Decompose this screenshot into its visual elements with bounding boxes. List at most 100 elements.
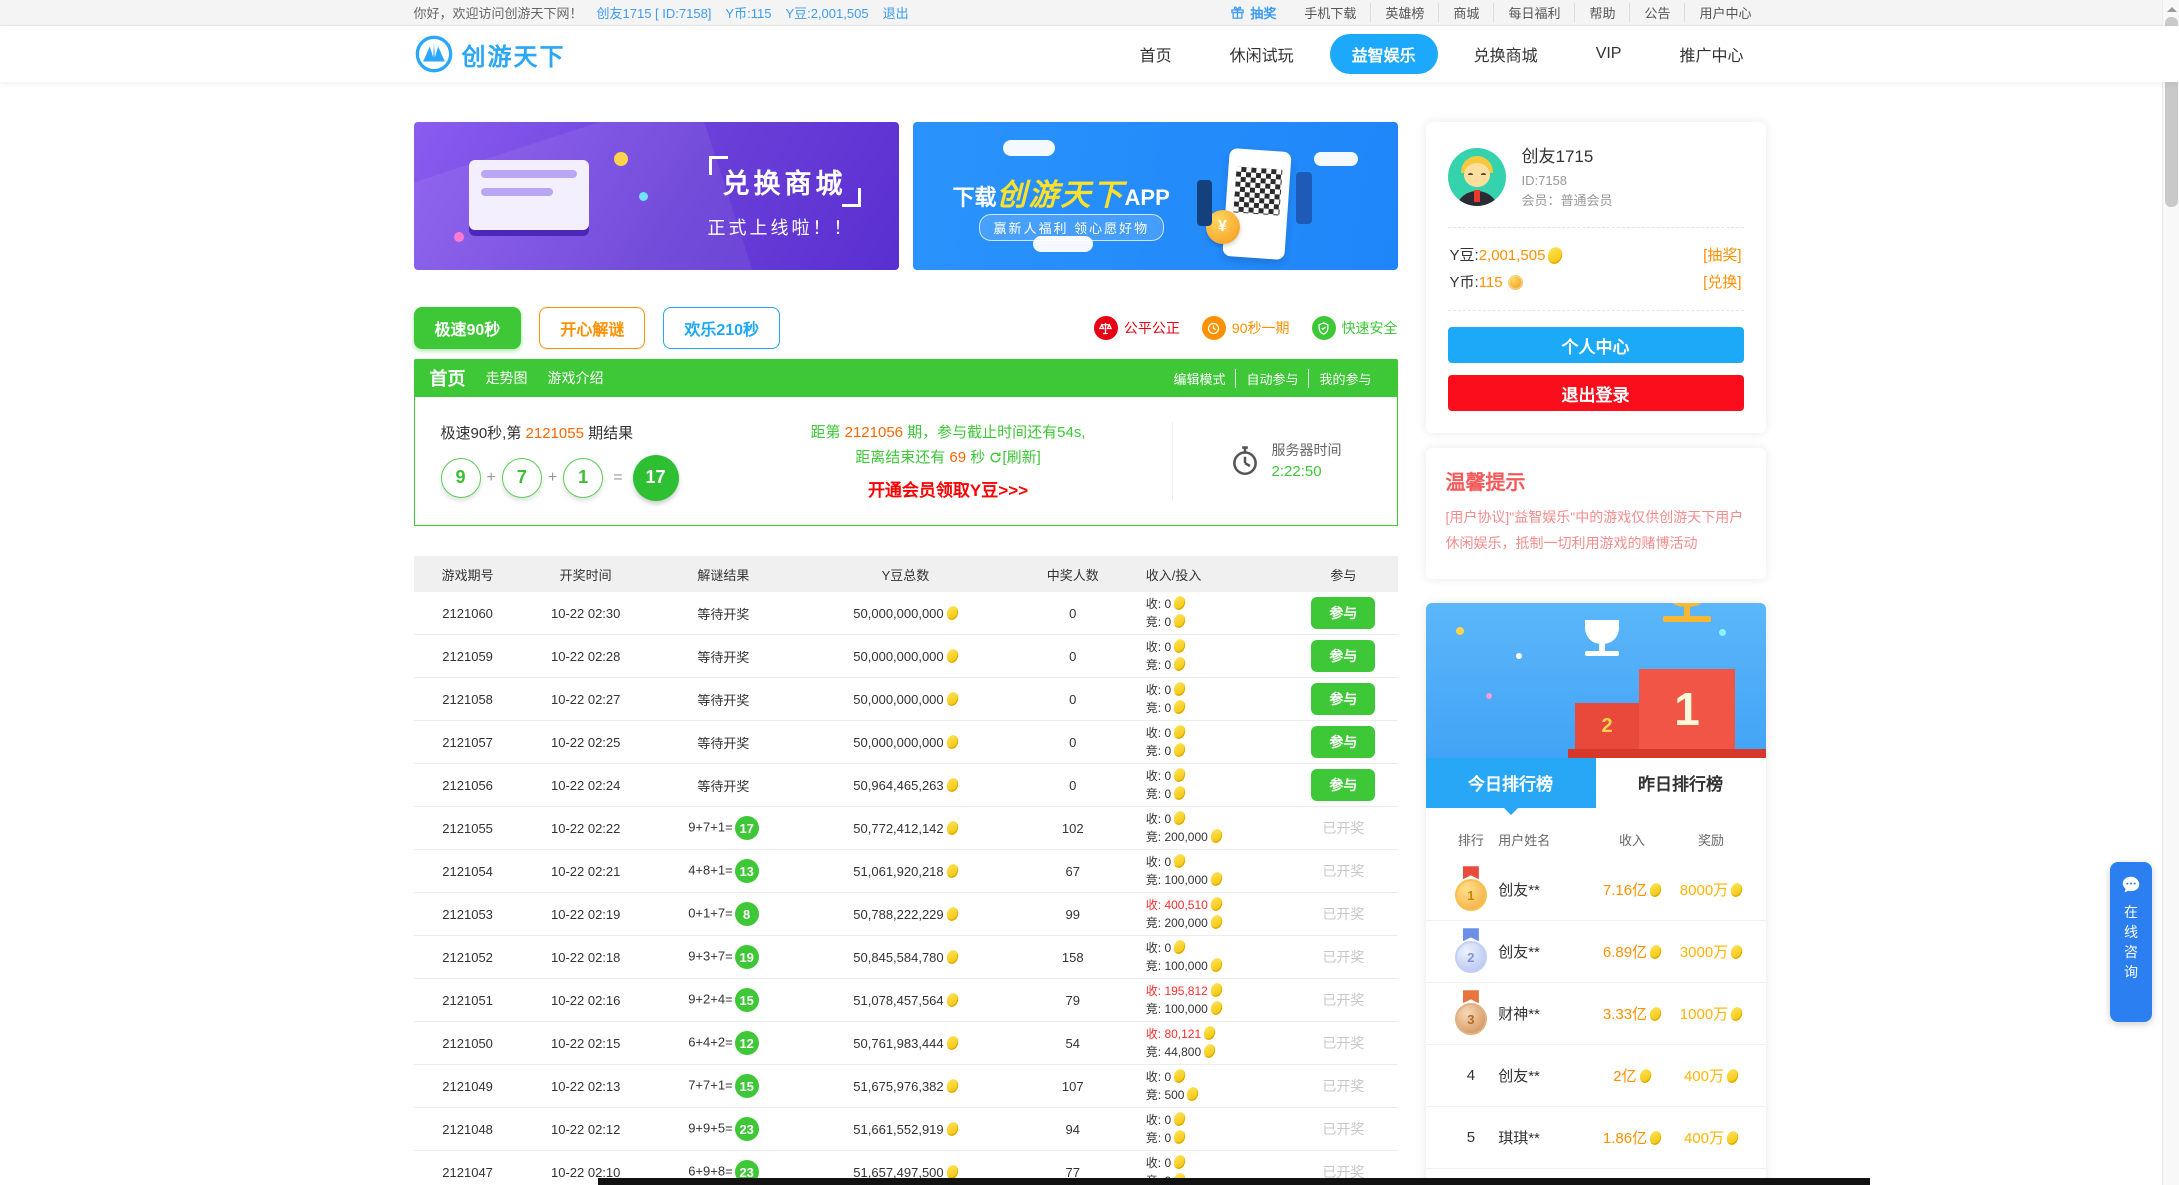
scrollbar-up-arrow[interactable]	[2163, 0, 2179, 17]
notice-title: 温馨提示	[1445, 472, 1526, 494]
brand-name: 创游天下	[461, 43, 566, 71]
topbar-ybean[interactable]: Y豆:2,001,505	[785, 6, 869, 21]
cell-time: 10-22 02:27	[550, 691, 621, 707]
cell-time: 10-22 02:22	[550, 820, 621, 836]
join-button[interactable]: 已开奖	[1322, 863, 1365, 879]
subnav-item[interactable]: 编辑模式	[1173, 371, 1226, 387]
result-panel: 极速90秒,第 2121055 期结果 +9+7+1 = 17 距第 21210…	[413, 397, 1398, 526]
topbar-ycoin[interactable]: Y币:115	[725, 6, 772, 21]
podium-second: 2	[1575, 702, 1640, 749]
leaderboard-tab[interactable]: 昨日排行榜	[1595, 757, 1766, 808]
topbar-user-link[interactable]: 创友1715 [ ID:7158]	[596, 6, 712, 21]
coin-icon	[1729, 881, 1745, 899]
topbar-link[interactable]: 每日福利	[1493, 3, 1574, 22]
cell-action: 已开奖	[1289, 904, 1397, 924]
join-button[interactable]: 已开奖	[1322, 906, 1365, 922]
lottery-link[interactable]: [抽奖]	[1703, 247, 1742, 264]
cell-result: 9+2+4= 15	[650, 988, 798, 1012]
topbar-link[interactable]: 英雄榜	[1370, 3, 1438, 22]
cell-total: 50,000,000,000	[797, 733, 1013, 750]
join-button[interactable]: 已开奖	[1322, 1035, 1365, 1051]
game-mode-tab[interactable]: 欢乐210秒	[663, 307, 781, 349]
cell-winners: 99	[1065, 906, 1080, 922]
cell-total: 50,845,584,780	[797, 948, 1013, 965]
coin-icon	[1172, 594, 1188, 612]
banner-screen-illustration	[468, 160, 589, 230]
topbar-link[interactable]: 帮助	[1574, 3, 1629, 22]
subnav-item[interactable]: 走势图	[485, 370, 528, 386]
subnav-item[interactable]: 首页	[429, 369, 466, 389]
table-row: 2121052 10-22 02:18 9+3+7= 19 50,845,584,…	[413, 936, 1398, 979]
cell-total: 50,772,412,142	[797, 819, 1013, 836]
nav-item[interactable]: 休闲试玩	[1229, 48, 1294, 65]
join-button[interactable]: 参与	[1311, 597, 1376, 629]
cell-issue: 2121047	[442, 1164, 493, 1180]
equals-operator: =	[613, 468, 623, 486]
banner-left-subtitle: 正式上线啦！！	[707, 218, 855, 238]
nav-item[interactable]: 首页	[1139, 48, 1172, 65]
table-row: 2121053 10-22 02:19 0+1+7= 8 50,788,222,2…	[413, 893, 1398, 936]
game-toolbar: 极速90秒 开心解谜 欢乐210秒 公平公正 90秒一期 快速安全	[413, 307, 1398, 349]
subnav-item[interactable]: 自动参与	[1235, 368, 1308, 388]
welcome-text: 你好，欢迎访问创游天下网！	[413, 6, 583, 21]
cell-time: 10-22 02:10	[550, 1164, 621, 1180]
income-line: 收: 80,121	[1146, 1024, 1289, 1043]
join-button[interactable]: 已开奖	[1322, 820, 1365, 836]
game-mode-tab[interactable]: 开心解谜	[539, 307, 646, 349]
podium-first: 1	[1639, 668, 1736, 749]
refresh-link[interactable]: [刷新]	[1002, 448, 1041, 466]
topbar-link[interactable]: 手机下载	[1304, 6, 1357, 21]
join-button[interactable]: 参与	[1311, 640, 1376, 672]
cell-result: 等待开奖	[697, 735, 750, 751]
income-line: 收: 0	[1146, 637, 1289, 656]
notice-card: 温馨提示 [用户协议]"益智娱乐"中的游戏仅供创游天下用户休闲娱乐，抵制一切利用…	[1425, 448, 1766, 579]
subnav-item[interactable]: 我的参与	[1308, 368, 1381, 388]
nav-item[interactable]: VIP	[1595, 45, 1622, 62]
topbar-logout-link[interactable]: 退出	[882, 6, 909, 21]
topbar-link[interactable]: 公告	[1629, 3, 1684, 22]
coin-icon	[944, 604, 960, 621]
topbar-link[interactable]: 用户中心	[1684, 3, 1765, 22]
cell-income-bet: 收: 0 竞: 0	[1132, 594, 1289, 631]
cell-winners: 107	[1061, 1078, 1084, 1094]
join-button[interactable]: 已开奖	[1322, 949, 1365, 965]
nav-item[interactable]: 兑换商城	[1473, 48, 1538, 65]
banner-exchange-mall[interactable]: 兑换商城 正式上线啦！！	[413, 122, 899, 270]
join-button[interactable]: 已开奖	[1322, 1121, 1365, 1137]
join-button[interactable]: 参与	[1311, 769, 1376, 801]
coin-icon	[1172, 612, 1188, 630]
leaderboard-tab[interactable]: 今日排行榜	[1425, 757, 1596, 815]
bet-line: 竞: 0	[1146, 698, 1289, 717]
lb-income: 2亿	[1589, 1065, 1674, 1086]
coin-icon	[1208, 913, 1224, 931]
bet-line: 竞: 200,000	[1146, 827, 1289, 846]
topbar-link[interactable]: 商城	[1438, 3, 1493, 22]
online-chat-widget[interactable]: 在线咨询	[2110, 862, 2152, 1022]
topbar-lottery-link[interactable]: 抽奖	[1216, 3, 1290, 22]
nav-item[interactable]: 推广中心	[1679, 48, 1744, 65]
cell-total: 51,675,976,382	[797, 1077, 1013, 1094]
lb-reward: 400万	[1675, 1065, 1748, 1086]
coin-icon	[1208, 981, 1224, 999]
join-button[interactable]: 参与	[1311, 726, 1376, 758]
bet-line: 竞: 0	[1146, 741, 1289, 760]
cell-total: 50,964,465,263	[797, 776, 1013, 793]
refresh-icon[interactable]	[989, 451, 1002, 464]
profile-button[interactable]: 个人中心	[1447, 327, 1744, 363]
banner-app-download[interactable]: ¥ 下载创游天下APP 赢新人福利 领心愿好物	[912, 122, 1398, 270]
vip-promo-link[interactable]: 开通会员领取Y豆>>>	[867, 480, 1029, 500]
brand[interactable]: 创游天下	[414, 34, 566, 74]
game-mode-tab[interactable]: 极速90秒	[413, 307, 522, 349]
col-action: 参与	[1330, 567, 1357, 583]
subnav-item[interactable]: 游戏介绍	[547, 370, 604, 386]
join-button[interactable]: 已开奖	[1322, 992, 1365, 1008]
cell-issue: 2121049	[442, 1078, 493, 1094]
join-button[interactable]: 已开奖	[1322, 1078, 1365, 1094]
medal-icon: 2	[1451, 928, 1491, 974]
nav-item[interactable]: 益智娱乐	[1329, 34, 1438, 74]
join-button[interactable]: 参与	[1311, 683, 1376, 715]
join-button[interactable]: 已开奖	[1322, 1164, 1365, 1180]
countdown-block: 距第 2121056 期，参与截止时间还有54s, 距离结束还有 69 秒 [刷…	[725, 420, 1172, 503]
exchange-link[interactable]: [兑换]	[1703, 274, 1742, 291]
logout-button[interactable]: 退出登录	[1447, 375, 1744, 411]
